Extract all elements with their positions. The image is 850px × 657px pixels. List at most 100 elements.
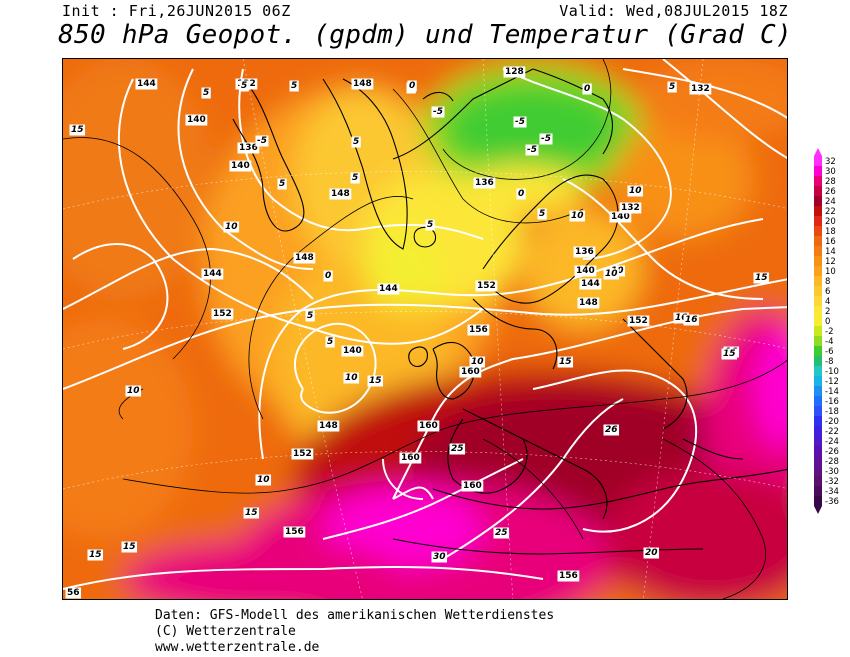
temperature-label-background (243, 507, 260, 519)
legend-color-swatch (814, 196, 822, 207)
temperature-label: 10 (629, 186, 642, 196)
legend-color-swatch (814, 346, 822, 357)
geopotential-label: 160 (463, 481, 482, 491)
legend-label: 4 (825, 297, 830, 307)
legend-min-arrow (814, 506, 822, 514)
temperature-label: 5 (539, 209, 545, 219)
legend-color-swatch (814, 406, 822, 417)
geopotential-label-background (341, 345, 364, 357)
legend-color-swatch (814, 236, 822, 247)
temperature-label-background (683, 314, 700, 326)
temperature-label: 16 (685, 315, 698, 325)
geopotential-label-background (229, 160, 252, 172)
temperature-label-background (407, 80, 417, 92)
temperature-label: -5 (433, 107, 443, 117)
temperature-label: 5 (307, 311, 313, 321)
temperature-label: 0 (409, 81, 415, 91)
legend-label: -14 (825, 387, 839, 397)
legend-label: -6 (825, 347, 833, 357)
temperature-label: 25 (451, 444, 464, 454)
legend-color-swatch (814, 316, 822, 327)
temperature-label-background (367, 375, 384, 387)
temperature-label-background (277, 178, 287, 190)
legend-color-swatch (814, 326, 822, 337)
map-title: 850 hPa Geopot. (gpdm) und Temperatur (G… (58, 20, 792, 50)
legend-color-swatch (814, 266, 822, 277)
temperature-label-background (343, 372, 360, 384)
geopotential-label: 136 (475, 178, 494, 188)
temperature-label: 15 (71, 125, 84, 135)
temperature-label: 16 (675, 313, 688, 323)
valid-time: Valid: Wed,08JUL2015 18Z (559, 2, 788, 20)
temperature-label: -5 (541, 134, 551, 144)
legend-label: -22 (825, 427, 839, 437)
temperature-label-background (255, 135, 269, 147)
geopotential-label: 140 (576, 266, 595, 276)
temperature-label-background (87, 549, 104, 561)
temperature-label: 15 (755, 273, 768, 283)
legend-label: -32 (825, 477, 839, 487)
legend-color-swatch (814, 376, 822, 387)
geopotential-label-background (609, 211, 632, 223)
legend-color-swatch (814, 276, 822, 287)
geopotential-label-background (574, 265, 597, 277)
geopotential-label: 152 (477, 281, 496, 291)
geopotential-label: 144 (379, 284, 398, 294)
legend-label: 28 (825, 177, 836, 187)
geopotential-label: 160 (461, 367, 480, 377)
temperature-label: 30 (433, 552, 446, 562)
temperature-label: 5 (241, 81, 247, 91)
legend-color-swatch (814, 456, 822, 467)
temperature-label: 10 (225, 222, 238, 232)
legend-label: 32 (825, 157, 836, 167)
legend-color-swatch (814, 156, 822, 167)
geopotential-label: 148 (331, 189, 350, 199)
legend-label: 0 (825, 317, 830, 327)
legend-color-swatch (814, 486, 822, 497)
geopotential-label-background (557, 570, 580, 582)
temperature-label-background (121, 541, 138, 553)
legend-color-swatch (814, 496, 822, 507)
geopotential-label-background (237, 142, 260, 154)
legend-color-swatch (814, 306, 822, 317)
temperature-label-background (603, 268, 620, 280)
geopotential-label: 144 (581, 279, 600, 289)
geopotential-label-background (293, 252, 316, 264)
legend-color-swatch (814, 416, 822, 427)
legend-color-swatch (814, 436, 822, 447)
temperature-label: -5 (257, 136, 267, 146)
temperature-label: 10 (257, 475, 270, 485)
temperature-label: 5 (291, 81, 297, 91)
geopotential-label: 152 (629, 316, 648, 326)
geopotential-label: 136 (575, 247, 594, 257)
temperature-label: 10 (605, 269, 618, 279)
temperature-label: 20 (645, 548, 658, 558)
geopotential-label-background (201, 268, 224, 280)
data-source-footer: Daten: GFS-Modell des amerikanischen Wet… (155, 608, 554, 656)
legend-label: -28 (825, 457, 839, 467)
geopotential-label-background (377, 283, 400, 295)
geopotential-label: 56 (67, 588, 80, 598)
temperature-label-background (603, 424, 620, 436)
legend-label: -18 (825, 407, 839, 417)
temperature-label-background (673, 312, 690, 324)
temperature-label-background (223, 221, 240, 233)
legend-color-swatch (814, 476, 822, 487)
temperature-label-background (431, 551, 448, 563)
legend-color-swatch (814, 296, 822, 307)
legend-label: -12 (825, 377, 839, 387)
temperature-label-background (569, 210, 586, 222)
geopotential-label-background (627, 315, 650, 327)
legend-label: 6 (825, 287, 830, 297)
temperature-label: 5 (327, 337, 333, 347)
geopotential-label-background (689, 83, 712, 95)
temperature-label: 10 (127, 386, 140, 396)
temperature-label-background (425, 219, 435, 231)
geopotential-label-background (459, 366, 482, 378)
temperature-label-background (431, 106, 445, 118)
temperature-label-background (525, 144, 539, 156)
temperature-label: 5 (353, 137, 359, 147)
legend-label: -26 (825, 447, 839, 457)
legend-label: 30 (825, 167, 836, 177)
graticule (63, 59, 787, 599)
